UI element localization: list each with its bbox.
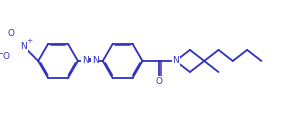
Text: N: N [92, 57, 99, 65]
Text: O: O [3, 52, 10, 61]
Text: −: − [0, 49, 3, 58]
Text: +: + [26, 38, 32, 44]
Text: N: N [172, 57, 179, 65]
Text: O: O [155, 77, 162, 86]
Text: O: O [7, 29, 14, 38]
Text: N: N [82, 57, 89, 65]
Text: N: N [21, 42, 27, 51]
